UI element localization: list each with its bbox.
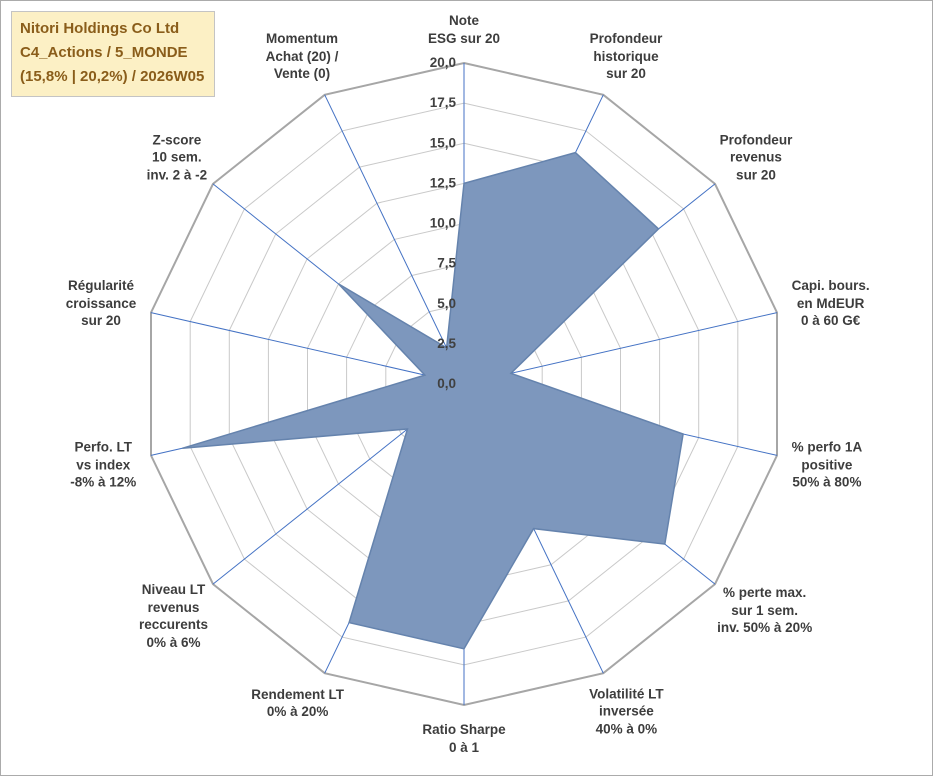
radial-tick-label: 10,0 [430, 216, 456, 231]
radar-spoke [150, 312, 465, 385]
title-universe: C4_Actions / 5_MONDE [20, 44, 188, 61]
radar-spoke [463, 312, 778, 385]
radial-tick-label: 12,5 [430, 175, 457, 190]
radial-tick-label: 15,0 [430, 135, 456, 150]
radar-spoke [324, 94, 465, 385]
radial-tick-label: 20,0 [430, 55, 456, 70]
radial-tick-label: 5,0 [437, 296, 456, 311]
radar-series-polygon [182, 151, 684, 650]
title-company: Nitori Holdings Co Ltd [20, 20, 180, 37]
title-weights-week: (15,8% | 20,2%) / 2026W05 [20, 68, 205, 85]
radial-tick-label: 17,5 [430, 95, 457, 110]
radial-tick-label: 7,5 [437, 256, 456, 271]
radial-tick-label: 0,0 [437, 376, 456, 391]
chart-title-box: Nitori Holdings Co Ltd C4_Actions / 5_MO… [11, 11, 216, 97]
radial-tick-label: 2,5 [437, 336, 456, 351]
